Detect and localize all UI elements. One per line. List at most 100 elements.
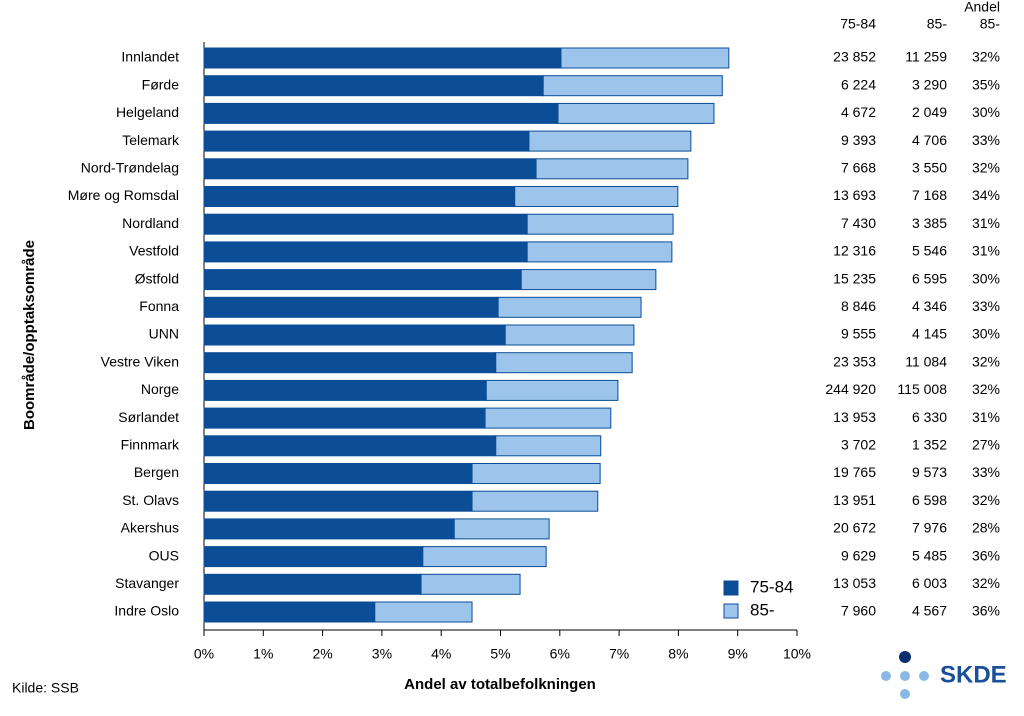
table-cell: 32% bbox=[972, 353, 1000, 369]
table-cell: 4 706 bbox=[912, 132, 947, 148]
table-header: Andel bbox=[964, 0, 1000, 15]
table-cell: 7 976 bbox=[912, 520, 947, 536]
table-cell: 27% bbox=[972, 437, 1000, 453]
table-cell: 13 053 bbox=[833, 575, 876, 591]
legend-swatch bbox=[723, 580, 739, 596]
x-tick-label: 3% bbox=[372, 646, 392, 662]
bar-segment bbox=[203, 546, 424, 568]
bar-segment bbox=[420, 573, 521, 595]
table-cell: 2 049 bbox=[912, 104, 947, 120]
table-cell: 32% bbox=[972, 575, 1000, 591]
bar-segment bbox=[203, 75, 544, 97]
y-tick-label: Akershus bbox=[121, 520, 179, 536]
y-tick-label: Norge bbox=[141, 381, 179, 397]
y-tick-label: Telemark bbox=[122, 132, 180, 148]
x-tick-label: 0% bbox=[194, 646, 214, 662]
bar-segment bbox=[471, 463, 601, 484]
bar-segment bbox=[557, 102, 715, 124]
table-cell: 4 145 bbox=[912, 326, 947, 342]
bar-segment bbox=[203, 47, 562, 69]
y-tick-label: Vestfold bbox=[129, 243, 179, 259]
bar-segment bbox=[526, 213, 674, 235]
table-cell: 32% bbox=[972, 160, 1000, 176]
table-cell: 20 672 bbox=[833, 520, 876, 536]
table-cell: 13 693 bbox=[833, 187, 876, 203]
bar-segment bbox=[203, 324, 506, 346]
y-tick-label: Helgeland bbox=[116, 104, 179, 120]
bar-segment bbox=[203, 435, 497, 457]
bar-segment bbox=[514, 186, 679, 207]
bar-segment bbox=[422, 546, 547, 568]
table-cell: 7 430 bbox=[841, 215, 876, 231]
table-cell: 36% bbox=[972, 547, 1000, 563]
x-tick-label: 4% bbox=[431, 646, 451, 662]
table-cell: 13 951 bbox=[833, 492, 876, 508]
bar-segment bbox=[495, 352, 633, 374]
bar-segment bbox=[203, 573, 422, 595]
table-cell: 7 168 bbox=[912, 187, 947, 203]
table-cell: 9 629 bbox=[841, 547, 876, 563]
legend-label: 75-84 bbox=[750, 577, 793, 596]
table-cell: 30% bbox=[972, 270, 1000, 286]
y-tick-label: St. Olavs bbox=[122, 492, 179, 508]
y-tick-label: Østfold bbox=[135, 270, 179, 286]
table-cell: 9 555 bbox=[841, 326, 876, 342]
table-cell: 7 960 bbox=[841, 603, 876, 619]
table-cell: 35% bbox=[972, 76, 1000, 92]
table-cell: 8 846 bbox=[841, 298, 876, 314]
table-cell: 32% bbox=[972, 49, 1000, 65]
bar-segment bbox=[203, 601, 376, 623]
logo-dots bbox=[881, 651, 929, 699]
x-tick-label: 6% bbox=[550, 646, 570, 662]
bar-segment bbox=[203, 213, 528, 235]
x-tick-label: 2% bbox=[312, 646, 332, 662]
table-cell: 4 567 bbox=[912, 603, 947, 619]
bar-segment bbox=[203, 352, 497, 374]
table-cell: 9 393 bbox=[841, 132, 876, 148]
table-cell: 3 290 bbox=[912, 76, 947, 92]
x-tick-label: 10% bbox=[783, 646, 811, 662]
table-cell: 11 084 bbox=[905, 353, 947, 369]
table-cell: 36% bbox=[972, 603, 1000, 619]
source: Kilde: SSB bbox=[12, 680, 79, 696]
bar-segment bbox=[203, 158, 537, 180]
y-axis-title: Boområde/opptaksområde bbox=[21, 240, 38, 430]
table-cell: 6 330 bbox=[912, 409, 947, 425]
y-tick-label: Førde bbox=[142, 76, 180, 92]
table-cell: 32% bbox=[972, 381, 1000, 397]
table-cell: 31% bbox=[972, 409, 1000, 425]
bar-segment bbox=[497, 296, 642, 318]
legend-swatch bbox=[723, 603, 739, 619]
bar-segment bbox=[203, 407, 486, 429]
table-cell: 115 008 bbox=[897, 381, 947, 397]
x-tick-label: 8% bbox=[668, 646, 688, 662]
bar-segment bbox=[484, 407, 612, 429]
y-tick-label: Møre og Romsdal bbox=[68, 187, 179, 203]
x-tick-label: 9% bbox=[728, 646, 748, 662]
table-cell: 13 953 bbox=[833, 409, 876, 425]
table-cell: 1 352 bbox=[912, 437, 947, 453]
table-cell: 31% bbox=[972, 243, 1000, 259]
table-cell: 244 920 bbox=[825, 381, 876, 397]
y-tick-label: Bergen bbox=[134, 464, 179, 480]
table-cell: 11 259 bbox=[905, 49, 947, 65]
table-cell: 3 702 bbox=[841, 437, 876, 453]
bar-segment bbox=[203, 269, 522, 291]
bar-segment bbox=[542, 75, 723, 97]
bar-segment bbox=[485, 379, 619, 401]
table-cell: 6 224 bbox=[841, 76, 876, 92]
table-cell: 9 573 bbox=[912, 464, 947, 480]
bar-segment bbox=[203, 241, 528, 263]
bar-segment bbox=[471, 490, 599, 512]
bar-segment bbox=[535, 158, 689, 180]
table-cell: 7 668 bbox=[841, 160, 876, 176]
table-cell: 3 550 bbox=[912, 160, 947, 176]
table-cell: 15 235 bbox=[833, 270, 876, 286]
bar-segment bbox=[203, 463, 473, 484]
table-cell: 23 852 bbox=[833, 49, 876, 65]
y-tick-label: Stavanger bbox=[115, 575, 179, 591]
table-cell: 30% bbox=[972, 326, 1000, 342]
table-cell: 33% bbox=[972, 298, 1000, 314]
table-cell: 4 672 bbox=[841, 104, 876, 120]
bar-segment bbox=[203, 102, 559, 124]
